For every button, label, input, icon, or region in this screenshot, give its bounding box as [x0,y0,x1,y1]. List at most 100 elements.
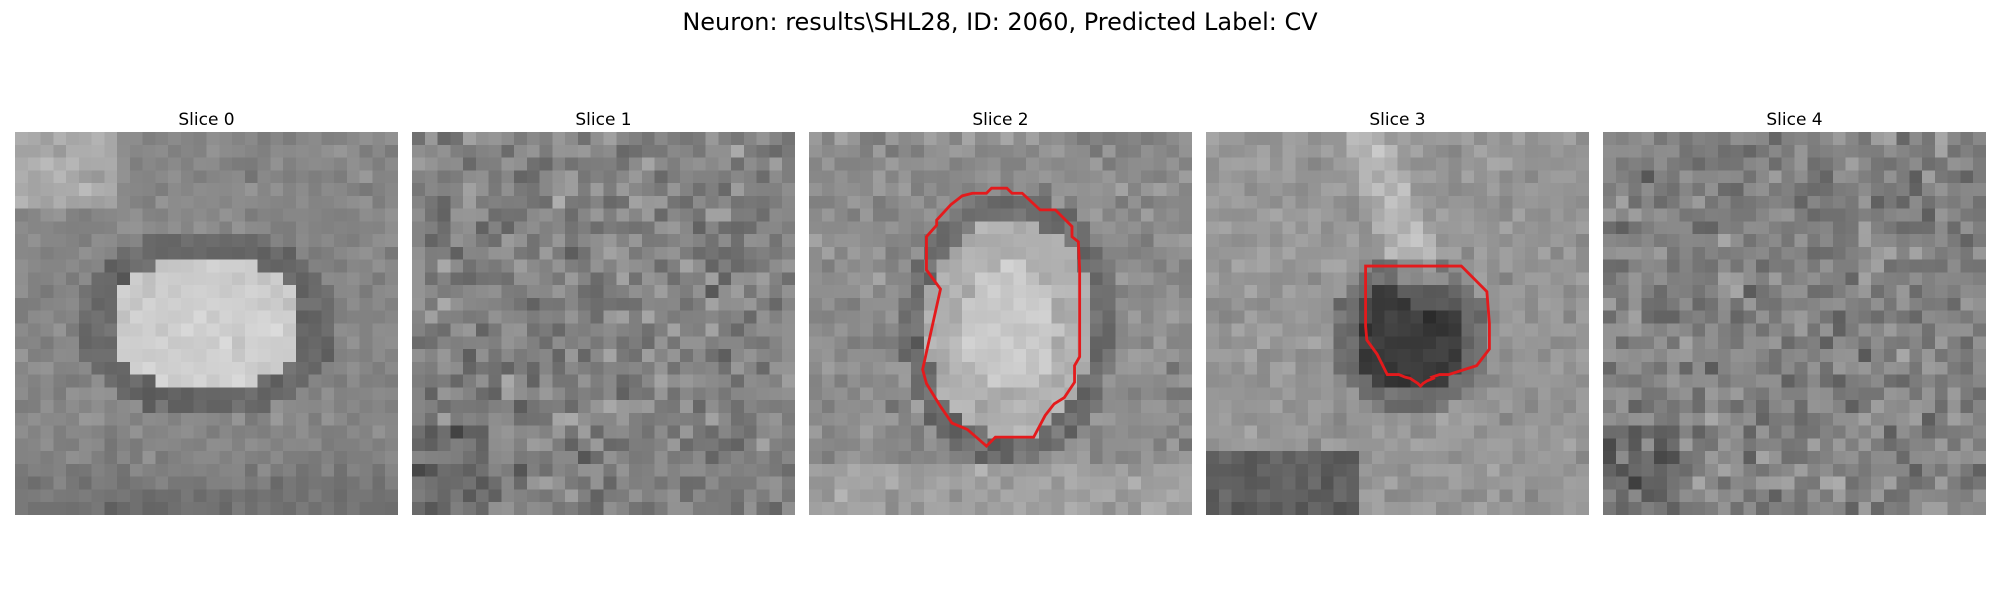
pixel [283,234,297,248]
pixel [1883,476,1897,490]
pixel [372,489,386,503]
pixel [385,400,398,414]
pixel [66,183,80,197]
pixel [1320,221,1334,235]
pixel [1922,285,1936,299]
pixel [1206,489,1220,503]
pixel [1628,208,1642,222]
pixel [847,374,861,388]
pixel [962,323,976,337]
pixel [731,412,745,426]
pixel [1858,285,1872,299]
pixel [66,157,80,171]
pixel [1641,476,1655,490]
pixel [1269,451,1283,465]
pixel [539,412,553,426]
pixel [654,221,668,235]
pixel [27,489,41,503]
pixel [936,310,950,324]
pixel [1768,323,1782,337]
pixel [321,425,335,439]
pixel [885,157,899,171]
pixel [1666,221,1680,235]
pixel [1064,195,1078,209]
pixel [743,361,757,375]
pixel [1756,246,1770,260]
pixel [1384,451,1398,465]
pixel [1397,132,1411,146]
pixel [872,285,886,299]
pixel [526,425,540,439]
pixel [283,297,297,311]
pixel [1206,259,1220,273]
pixel [1883,502,1897,515]
pixel [987,425,1001,439]
pixel [1973,221,1986,235]
pixel [1692,144,1706,158]
pixel [949,246,963,260]
pixel [756,170,770,184]
pixel [1308,272,1322,286]
pixel [1845,489,1859,503]
pixel [1140,246,1154,260]
pixel [359,502,373,515]
pixel [949,297,963,311]
pixel [1756,451,1770,465]
pixel [463,144,477,158]
pixel [731,451,745,465]
pixel [1960,170,1974,184]
pixel [193,221,207,235]
pixel [1333,195,1347,209]
pixel [1384,297,1398,311]
pixel [1346,489,1360,503]
pixel [514,502,528,515]
pixel [1679,285,1693,299]
pixel [1474,132,1488,146]
pixel [1807,489,1821,503]
pixel [244,374,258,388]
pixel [1435,195,1449,209]
pixel [1922,463,1936,477]
pixel [847,489,861,503]
pixel [104,489,118,503]
pixel [346,349,360,363]
pixel [743,259,757,273]
pixel [860,170,874,184]
pixel [295,374,309,388]
pixel [1499,502,1513,515]
pixel [1666,259,1680,273]
pixel [1794,387,1808,401]
pixel [743,502,757,515]
pixel [1794,285,1808,299]
pixel [1231,400,1245,414]
pixel [1537,400,1551,414]
pixel [91,387,105,401]
pixel [692,400,706,414]
pixel [1705,285,1719,299]
pixel [1537,374,1551,388]
pixel [1153,195,1167,209]
pixel [1934,451,1948,465]
pixel [1845,425,1859,439]
pixel [1013,195,1027,209]
pixel [1730,323,1744,337]
pixel [1934,361,1948,375]
pixel [731,183,745,197]
pixel [463,336,477,350]
pixel [962,463,976,477]
pixel [78,349,92,363]
pixel [680,463,694,477]
pixel [1269,463,1283,477]
pixel [872,183,886,197]
pixel [514,451,528,465]
pixel [1692,195,1706,209]
pixel [1858,144,1872,158]
pixel [1244,400,1258,414]
pixel [1973,323,1986,337]
pixel [821,412,835,426]
pixel [334,234,348,248]
pixel [117,183,131,197]
pixel [1423,489,1437,503]
pixel [283,374,297,388]
pixel [385,221,398,235]
